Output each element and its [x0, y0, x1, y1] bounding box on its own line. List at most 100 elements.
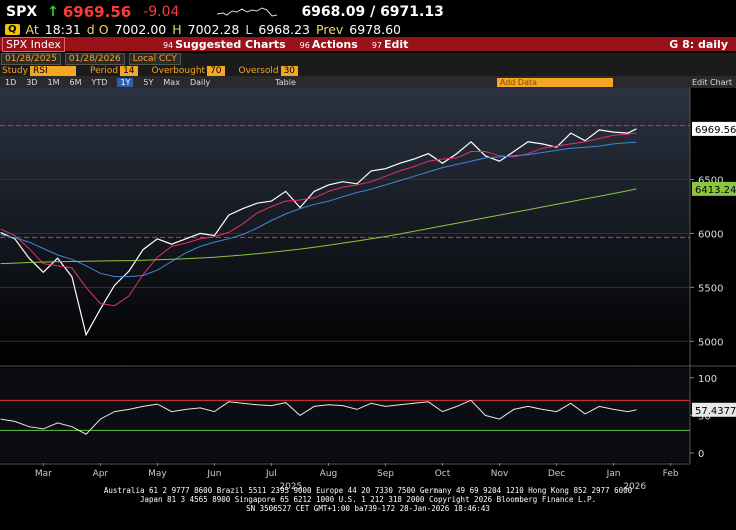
range-button[interactable]: 5Y — [143, 77, 154, 87]
menu-bar: SPX Index 94 Suggested Charts 96 Actions 97 E… — [0, 36, 736, 52]
quote-icon: Q — [5, 24, 20, 35]
value-label-box — [692, 402, 736, 417]
price-panel — [0, 88, 690, 365]
frequency[interactable]: Daily — [189, 77, 211, 87]
edit-chart[interactable]: Edit Chart — [691, 77, 732, 87]
last-price: 6969.56 — [62, 3, 132, 21]
x-tick-label: Jun — [206, 469, 221, 479]
field-label: Overbought — [151, 65, 206, 76]
study-label: Study — [2, 65, 28, 76]
x-tick-label: Aug — [320, 469, 338, 479]
menu-key: 97 — [371, 40, 382, 50]
add-data[interactable]: Add Data — [496, 77, 613, 87]
series-line — [0, 188, 637, 265]
menu-label: Actions — [311, 37, 358, 51]
security-field[interactable]: SPX Index — [2, 36, 65, 52]
footer: Australia 61 2 9777 8600 Brazil 5511 239… — [0, 486, 736, 513]
quote-label: L — [245, 22, 253, 37]
menu-item[interactable]: 97 Edit — [372, 38, 409, 51]
quote-value: 18:31 — [44, 22, 81, 37]
footer-line: SN 3506527 CET GMT+1:00 ba739-172 28-Jan… — [246, 504, 490, 513]
range-button[interactable]: 3D — [26, 77, 38, 87]
x-tick-label: May — [148, 469, 167, 479]
field-label: Oversold — [238, 65, 279, 76]
series-line — [0, 399, 637, 435]
y-tick-label: 50 — [698, 411, 711, 422]
field-label: Period — [90, 65, 119, 76]
x-tick-label: Mar — [35, 469, 52, 479]
start-date[interactable]: 01/28/2025 — [1, 53, 61, 65]
range-buttons: 1D 3D 1M 6M YTD 1Y 5Y Max — [0, 77, 185, 87]
series-line — [0, 141, 637, 278]
menu-item[interactable]: 94 Suggested Charts — [163, 38, 286, 51]
table-button[interactable]: Table — [275, 77, 296, 87]
quote-value: 6978.60 — [349, 22, 401, 37]
x-tick-label: Oct — [435, 469, 451, 479]
y-tick-label: 5500 — [698, 283, 723, 294]
menu-items: 94 Suggested Charts 96 Actions 97 Edit — [163, 38, 408, 51]
field-value[interactable]: 70 — [207, 65, 225, 76]
x-tick-label: Nov — [491, 469, 509, 479]
chart: 5000 5500 6000 6500 6969.56 6413.24 0 50 100 57.4… — [0, 88, 736, 492]
ticker: SPX — [6, 4, 38, 20]
range-button[interactable]: Max — [163, 77, 180, 87]
x-tick-label: Feb — [663, 469, 679, 479]
menu-key: 96 — [299, 40, 310, 50]
value-label-box — [692, 121, 736, 136]
range-button[interactable]: 6M — [69, 77, 82, 87]
menu-key: 94 — [162, 40, 174, 50]
study-fields: Period 14 Overbought 70 Oversold 30 — [80, 65, 302, 76]
field-value[interactable]: 30 — [280, 65, 299, 76]
direction-arrow: ↑ — [47, 4, 59, 20]
ohlc-row: Q At 18:31 d O 7002.00 H 7002.28 L 6968.23 Prev 6… — [0, 22, 736, 37]
range-button[interactable]: 1D — [5, 77, 17, 87]
range-button[interactable]: 1M — [47, 77, 60, 87]
quote-label: At — [25, 22, 39, 37]
series-line — [0, 128, 637, 337]
series-line — [0, 132, 637, 307]
field-value[interactable]: 14 — [120, 65, 138, 76]
quote-value: 7002.28 — [187, 22, 240, 37]
y-tick-label: 6000 — [698, 229, 723, 240]
x-tick-label: Apr — [93, 469, 109, 479]
study-name[interactable]: RSI — [30, 65, 76, 76]
quote-label: H — [172, 22, 182, 37]
menu-label: Suggested Charts — [175, 37, 286, 51]
rsi-panel — [0, 368, 690, 462]
y-tick-label: 100 — [698, 374, 717, 385]
price-change: -9.04 — [143, 4, 180, 20]
menu-item[interactable]: 96 Actions — [300, 38, 358, 51]
value-label: 6969.56 — [695, 125, 736, 136]
chart-id[interactable]: G 8: daily — [669, 37, 728, 51]
quote-value: 6968.23 — [258, 22, 311, 37]
quote-row: SPX ↑ 6969.56 -9.04 6968.09 / 6971.13 — [0, 2, 736, 22]
x-tick-label: Dec — [548, 469, 565, 479]
x-tick-label: Jul — [265, 469, 277, 479]
value-label: 6413.24 — [695, 185, 736, 196]
y-tick-label: 0 — [698, 449, 704, 460]
footer-line: Japan 81 3 4565 8900 Singapore 65 6212 1… — [139, 495, 597, 504]
year-label: 2026 — [623, 482, 646, 492]
value-label: 57.4377 — [695, 406, 736, 417]
range-row: 01/28/2025 01/28/2026 Local CCY — [0, 53, 736, 65]
range-button[interactable]: 1Y — [117, 77, 134, 87]
study-row: Study RSI Period 14 Overbought 70 Oversold 30 — [0, 65, 736, 76]
sparkline — [217, 7, 278, 17]
menu-label: Edit — [384, 37, 409, 51]
footer-line: Australia 61 2 9777 8600 Brazil 5511 239… — [103, 486, 633, 495]
year-label: 2025 — [279, 482, 302, 492]
x-tick-label: Jan — [606, 469, 621, 479]
currency[interactable]: Local CCY — [128, 53, 181, 65]
end-date[interactable]: 01/28/2026 — [64, 53, 125, 65]
y-tick-label: 5000 — [698, 337, 723, 348]
range-button[interactable]: YTD — [91, 77, 108, 87]
y-tick-label: 6500 — [698, 176, 723, 187]
value-label-box — [692, 181, 736, 196]
toolbar: 1D 3D 1M 6M YTD 1Y 5Y Max Daily Table Add Data … — [0, 76, 736, 88]
quote-value: 7002.00 — [114, 22, 167, 37]
quote-label: Prev — [316, 22, 344, 37]
x-tick-label: Sep — [377, 469, 394, 479]
quote-fields: At 18:31 d O 7002.00 H 7002.28 L 6968.23 Prev 697… — [26, 22, 401, 37]
bid-ask: 6968.09 / 6971.13 — [301, 4, 444, 20]
